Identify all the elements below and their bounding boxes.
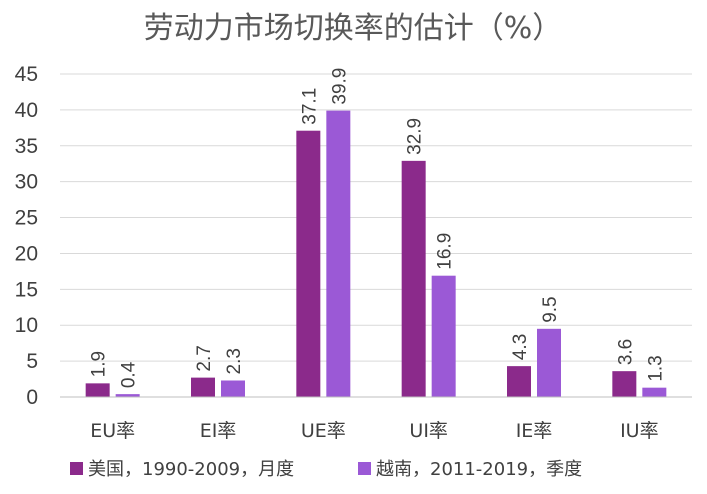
- bars: 1.9 0.4 2.7 2.3 37.1 39.9 32.9 16.9 4.3 9.5 3.6 1.3: [86, 68, 667, 397]
- x-tick-label: EU率: [90, 420, 135, 442]
- y-tick-label: 10: [15, 314, 38, 337]
- bar: [537, 329, 561, 397]
- y-tick-label: 15: [15, 278, 38, 301]
- y-tick-label: 45: [15, 63, 38, 86]
- bar: [642, 388, 666, 397]
- bar: [402, 161, 426, 397]
- data-label: 37.1: [299, 88, 320, 125]
- y-tick-label: 30: [15, 171, 38, 194]
- bar: [612, 371, 636, 397]
- y-tick-label: 25: [15, 207, 38, 230]
- data-label: 16.9: [435, 233, 456, 270]
- bar: [86, 383, 110, 397]
- bar: [507, 366, 531, 397]
- x-tick-label: UE率: [301, 420, 346, 442]
- bar: [191, 378, 215, 397]
- legend: 美国，1990-2009，月度 越南，2011-2019，季度: [70, 459, 582, 480]
- y-tick-label: 0: [26, 386, 38, 409]
- legend-swatch: [358, 462, 371, 475]
- data-label: 3.6: [615, 339, 636, 365]
- y-tick-label: 35: [15, 135, 38, 158]
- data-label: 1.9: [89, 351, 110, 377]
- data-label: 1.3: [645, 355, 666, 381]
- bar: [221, 380, 245, 397]
- y-tick-label: 5: [26, 350, 38, 373]
- bar: [296, 131, 320, 397]
- y-axis: 0 5 10 15 20 25 30 35 40 45: [15, 63, 38, 409]
- x-tick-label: UI率: [409, 420, 448, 442]
- legend-label: 越南，2011-2019，季度: [376, 459, 582, 480]
- y-tick-label: 40: [15, 99, 38, 122]
- data-label: 4.3: [510, 334, 531, 360]
- bar: [326, 111, 350, 397]
- gridlines: [60, 74, 692, 397]
- data-label: 0.4: [119, 361, 140, 388]
- data-label: 9.5: [540, 296, 561, 322]
- y-tick-label: 20: [15, 242, 38, 265]
- legend-label: 美国，1990-2009，月度: [88, 459, 294, 480]
- x-axis: EU率 EI率 UE率 UI率 IE率 IU率: [60, 397, 692, 442]
- legend-swatch: [70, 462, 83, 475]
- x-tick-label: EI率: [200, 420, 237, 442]
- x-tick-label: IU率: [620, 420, 659, 442]
- data-label: 39.9: [329, 68, 350, 105]
- data-label: 2.3: [224, 348, 245, 374]
- data-label: 2.7: [194, 345, 215, 371]
- bar: [432, 276, 456, 397]
- chart-title: 劳动力市场切换率的估计（%）: [144, 11, 563, 46]
- data-label: 32.9: [405, 118, 426, 155]
- x-tick-label: IE率: [516, 420, 553, 442]
